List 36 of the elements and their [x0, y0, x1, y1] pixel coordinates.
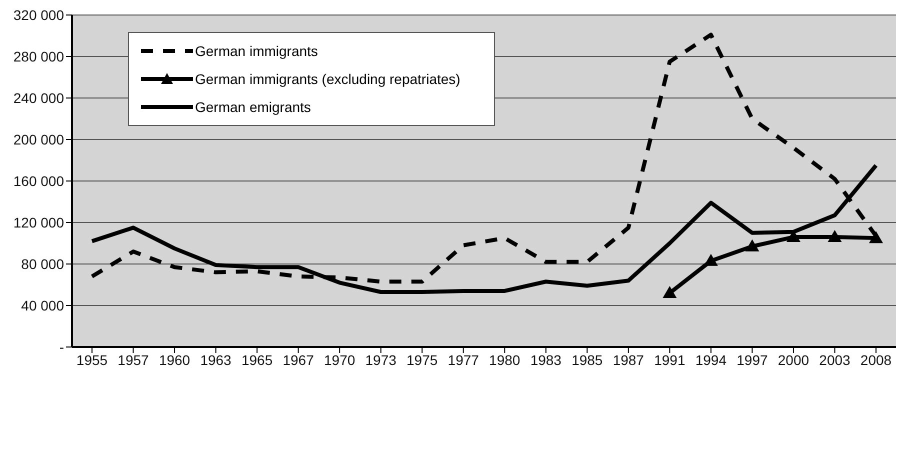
x-tick-label: 1973	[365, 352, 397, 368]
x-tick-label: 1977	[448, 352, 480, 368]
y-tick-label: -	[59, 338, 64, 355]
x-tick-label: 1985	[572, 352, 603, 368]
x-tick-label: 2000	[778, 352, 810, 368]
y-tick-label: 80 000	[21, 256, 64, 272]
x-tick-label: 1957	[118, 352, 150, 368]
x-tick-label: 1980	[489, 352, 520, 368]
point	[662, 286, 677, 298]
point	[745, 239, 760, 252]
x-tick-label: 2008	[860, 352, 892, 368]
legend-label: German immigrants (excluding repatriates)	[195, 71, 460, 87]
x-tick-label: 1975	[406, 352, 438, 368]
legend-label: German emigrants	[195, 99, 311, 115]
y-tick-label: 160 000	[13, 172, 64, 189]
x-tick-label: 1965	[241, 352, 273, 368]
x-tick-label: 1997	[736, 352, 768, 368]
x-tick-label: 1991	[654, 352, 686, 368]
x-tick-label: 2003	[819, 352, 851, 368]
x-tick-label: 1955	[76, 352, 108, 368]
y-tick-label: 320 000	[13, 6, 64, 23]
x-tick-label: 1983	[530, 352, 562, 368]
x-tick-label: 1994	[695, 352, 727, 368]
x-tick-label: 1960	[158, 352, 190, 368]
y-tick-label: 200 000	[13, 131, 64, 148]
point	[869, 231, 883, 244]
x-tick-label: 1987	[612, 352, 644, 368]
x-tick-label: 1970	[324, 352, 356, 368]
y-tick-label: 240 000	[13, 90, 64, 106]
x-tick-label: 1963	[200, 352, 232, 368]
y-tick-label: 40 000	[21, 297, 64, 314]
y-tick-label: 280 000	[13, 48, 64, 64]
x-tick-label: 1967	[282, 352, 314, 368]
point	[828, 230, 842, 242]
legend-label: German immigrants	[195, 43, 318, 59]
y-tick-label: 120 000	[13, 214, 64, 230]
